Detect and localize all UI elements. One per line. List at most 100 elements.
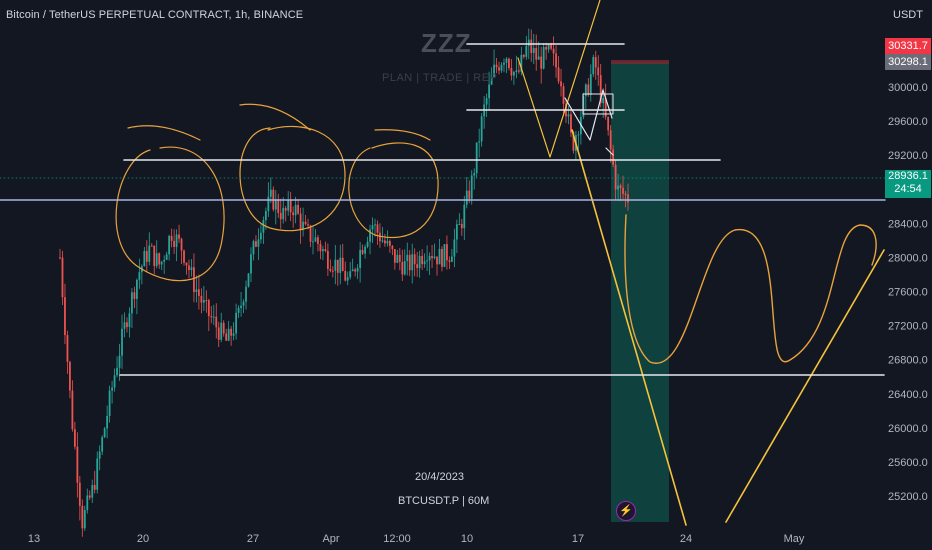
candle-body <box>599 75 602 104</box>
candle-body <box>59 257 61 259</box>
candle-body <box>622 187 624 194</box>
candle-body <box>436 256 438 265</box>
circle-drawing-3 <box>239 103 311 131</box>
candle-body <box>277 199 280 213</box>
candle-body <box>197 289 200 296</box>
candle-body <box>475 142 478 174</box>
candle-body <box>408 254 411 271</box>
candle-body <box>128 313 131 328</box>
down-trend-line <box>571 129 687 526</box>
candle-body <box>205 300 208 302</box>
candle-body <box>557 67 560 82</box>
candle-body <box>361 249 364 254</box>
candle-body <box>478 141 481 143</box>
candle-body <box>135 279 138 299</box>
short-position-stop-zone <box>611 60 669 64</box>
candle-body <box>448 260 451 262</box>
candle-body <box>465 190 468 205</box>
x-axis[interactable]: 13 20 27 Apr 12:00 10 17 24 May <box>28 533 805 545</box>
candle-body <box>262 220 265 233</box>
currency-label[interactable]: USDT <box>893 9 923 21</box>
x-tick-label: 17 <box>572 533 584 545</box>
candle-body <box>398 254 401 262</box>
candle-body <box>317 237 319 244</box>
candle-body <box>173 240 175 247</box>
candle-body <box>260 232 262 240</box>
candle-body <box>71 390 74 430</box>
candle-body <box>108 390 111 416</box>
price-tag-high-label: 30331.7 <box>888 40 928 52</box>
candle-body <box>188 265 190 271</box>
circle-drawing-5 <box>374 129 431 141</box>
candle-body <box>423 261 426 265</box>
y-tick-label: 27200.0 <box>888 321 928 333</box>
y-tick-label: 27600.0 <box>888 287 928 299</box>
x-tick-label: 27 <box>247 533 259 545</box>
candle-body <box>304 221 307 225</box>
candle-body <box>592 57 595 75</box>
price-tag-high: 30331.7 <box>885 38 931 54</box>
zigzag-drawing <box>517 0 601 158</box>
candle-body <box>297 204 300 214</box>
candle-body <box>403 261 406 275</box>
candle-body <box>292 212 295 216</box>
candle-body <box>431 256 433 259</box>
candle-body <box>86 495 89 511</box>
candle-body <box>455 224 458 240</box>
lightning-icon[interactable]: ⚡ <box>616 501 636 521</box>
candle-body <box>274 199 277 210</box>
watermark-subtitle: PLAN | TRADE | REP <box>382 72 498 84</box>
candle-body <box>103 428 106 438</box>
chart-title[interactable]: Bitcoin / TetherUS PERPETUAL CONTRACT, 1… <box>6 9 304 21</box>
candle-body <box>562 86 565 104</box>
candle-body <box>284 208 287 211</box>
candle-body <box>520 54 523 72</box>
candle-body <box>614 164 617 190</box>
circle-drawing-6 <box>348 142 439 239</box>
candle-body <box>344 271 347 281</box>
candle-body <box>570 114 572 133</box>
candle-body <box>371 225 374 230</box>
candle-body <box>126 322 128 328</box>
candle-body <box>354 269 357 272</box>
x-tick-label: 10 <box>461 533 473 545</box>
candle-body <box>349 271 352 278</box>
candle-body <box>76 446 79 483</box>
y-axis[interactable]: 25200.0 25600.0 26000.0 26400.0 26800.0 27200… <box>888 82 928 503</box>
candle-body <box>384 240 386 244</box>
candle-body <box>458 223 461 225</box>
candle-body <box>264 211 267 221</box>
candle-body <box>453 239 456 257</box>
candle-body <box>334 259 337 271</box>
candle-body <box>540 56 543 69</box>
watermark-title: ZZZ <box>421 28 472 58</box>
candle-body <box>64 297 66 336</box>
y-tick-label: 28400.0 <box>888 218 928 230</box>
candle-body <box>267 196 270 212</box>
candle-body <box>118 355 121 368</box>
candle-body <box>235 312 238 334</box>
candle-body <box>312 241 314 243</box>
candle-body <box>319 243 322 252</box>
candle-body <box>584 84 587 97</box>
candle-body <box>183 250 185 263</box>
candle-body <box>517 70 520 72</box>
candle-body <box>428 256 431 261</box>
price-tag-entry: 30298.1 <box>885 54 931 70</box>
candle-body <box>145 251 148 262</box>
candle-body <box>537 56 540 60</box>
candle-body <box>339 257 342 273</box>
candle-body <box>624 193 627 195</box>
candle-body <box>180 238 183 251</box>
x-tick-label: 12:00 <box>383 533 411 545</box>
candle-body <box>604 98 607 117</box>
candle-body <box>470 175 473 199</box>
candle-body <box>91 485 94 498</box>
candle-body <box>513 71 515 76</box>
candle-body <box>411 254 414 271</box>
candle-body <box>433 256 436 259</box>
y-tick-label: 26800.0 <box>888 355 928 367</box>
candle-body <box>594 57 597 68</box>
candle-body <box>282 208 285 220</box>
